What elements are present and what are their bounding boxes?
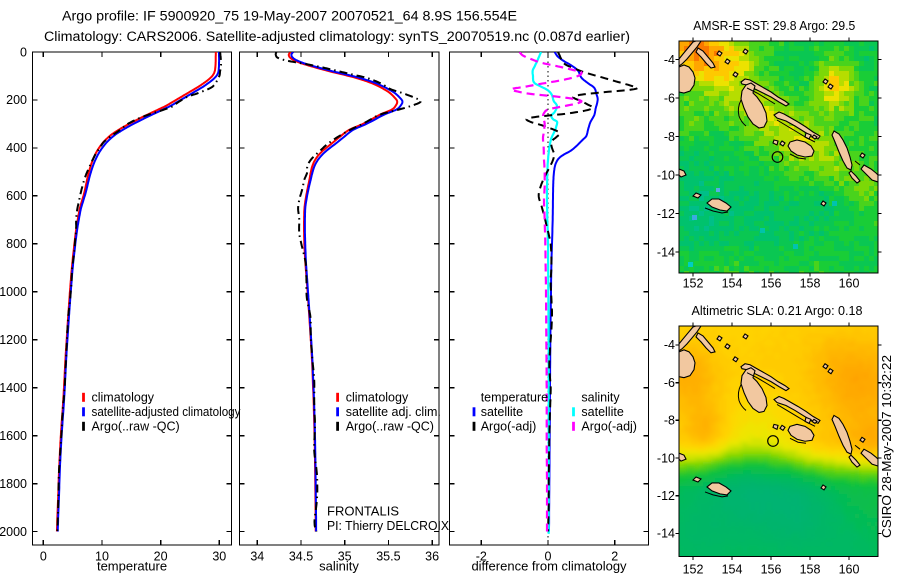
- svg-text:800: 800: [6, 237, 27, 251]
- svg-text:158: 158: [800, 563, 821, 577]
- svg-text:salinity: salinity: [319, 559, 359, 574]
- svg-text:1800: 1800: [0, 477, 27, 491]
- svg-text:PI: Thierry DELCROIX: PI: Thierry DELCROIX: [327, 519, 450, 533]
- svg-text:Argo(..raw -QC): Argo(..raw -QC): [92, 420, 180, 434]
- svg-text:satellite adj. clim.: satellite adj. clim.: [346, 405, 441, 419]
- svg-text:-12: -12: [657, 489, 675, 503]
- svg-text:salinity: salinity: [581, 391, 620, 405]
- svg-text:-14: -14: [657, 527, 675, 541]
- svg-text:satellite-adjusted climatology: satellite-adjusted climatology: [92, 405, 242, 419]
- svg-text:temperature: temperature: [97, 559, 167, 574]
- svg-text:154: 154: [722, 563, 743, 577]
- svg-text:34: 34: [250, 550, 264, 564]
- svg-text:-6: -6: [664, 376, 675, 390]
- svg-text:152: 152: [683, 563, 704, 577]
- svg-text:AMSR-E SST: 29.8 Argo: 29.5: AMSR-E SST: 29.8 Argo: 29.5: [693, 18, 855, 33]
- svg-text:Argo(..raw -QC): Argo(..raw -QC): [346, 420, 434, 434]
- svg-text:152: 152: [683, 277, 704, 291]
- svg-text:satellite: satellite: [581, 405, 623, 419]
- svg-text:-14: -14: [657, 245, 675, 259]
- svg-text:1200: 1200: [0, 333, 27, 347]
- svg-text:156: 156: [761, 563, 782, 577]
- svg-text:400: 400: [6, 141, 27, 155]
- svg-text:Argo(-adj): Argo(-adj): [581, 420, 637, 434]
- svg-text:2: 2: [611, 550, 618, 564]
- svg-text:Climatology: CARS2006. Satelli: Climatology: CARS2006. Satellite-adjuste…: [44, 29, 630, 44]
- svg-text:Argo(-adj): Argo(-adj): [481, 420, 537, 434]
- svg-text:34.5: 34.5: [289, 550, 313, 564]
- svg-text:200: 200: [6, 93, 27, 107]
- svg-text:FRONTALIS: FRONTALIS: [327, 504, 399, 518]
- svg-text:difference from climatology: difference from climatology: [471, 559, 627, 574]
- svg-text:-10: -10: [657, 451, 675, 465]
- svg-text:154: 154: [722, 277, 743, 291]
- svg-text:160: 160: [839, 563, 860, 577]
- svg-text:Argo profile: IF 5900920_75 19: Argo profile: IF 5900920_75 19-May-2007 …: [62, 9, 517, 24]
- svg-text:satellite: satellite: [481, 405, 523, 419]
- svg-text:0: 0: [20, 45, 27, 59]
- svg-text:-12: -12: [657, 207, 675, 221]
- svg-text:-6: -6: [664, 91, 675, 105]
- svg-text:20: 20: [154, 550, 168, 564]
- svg-text:158: 158: [800, 277, 821, 291]
- svg-text:-4: -4: [664, 53, 675, 67]
- svg-text:-8: -8: [664, 130, 675, 144]
- svg-text:1000: 1000: [0, 285, 27, 299]
- svg-text:climatology: climatology: [346, 391, 409, 405]
- svg-text:600: 600: [6, 189, 27, 203]
- svg-text:-10: -10: [657, 168, 675, 182]
- svg-text:35.5: 35.5: [376, 550, 400, 564]
- svg-text:36: 36: [425, 550, 439, 564]
- svg-text:-4: -4: [664, 338, 675, 352]
- svg-text:0: 0: [545, 550, 552, 564]
- svg-text:0: 0: [40, 550, 47, 564]
- svg-text:CSIRO 28-May-2007 10:32:22: CSIRO 28-May-2007 10:32:22: [880, 355, 894, 538]
- svg-text:Altimetric SLA: 0.21 Argo: 0.1: Altimetric SLA: 0.21 Argo: 0.18: [692, 303, 863, 318]
- svg-text:climatology: climatology: [92, 391, 155, 405]
- svg-text:1400: 1400: [0, 381, 27, 395]
- svg-text:30: 30: [212, 550, 226, 564]
- svg-text:35: 35: [338, 550, 352, 564]
- svg-text:156: 156: [761, 277, 782, 291]
- svg-text:160: 160: [839, 277, 860, 291]
- svg-text:10: 10: [95, 550, 109, 564]
- svg-text:2000: 2000: [0, 525, 27, 539]
- svg-text:temperature: temperature: [481, 391, 548, 405]
- svg-text:-8: -8: [664, 414, 675, 428]
- svg-text:1600: 1600: [0, 429, 27, 443]
- svg-text:-2: -2: [476, 550, 487, 564]
